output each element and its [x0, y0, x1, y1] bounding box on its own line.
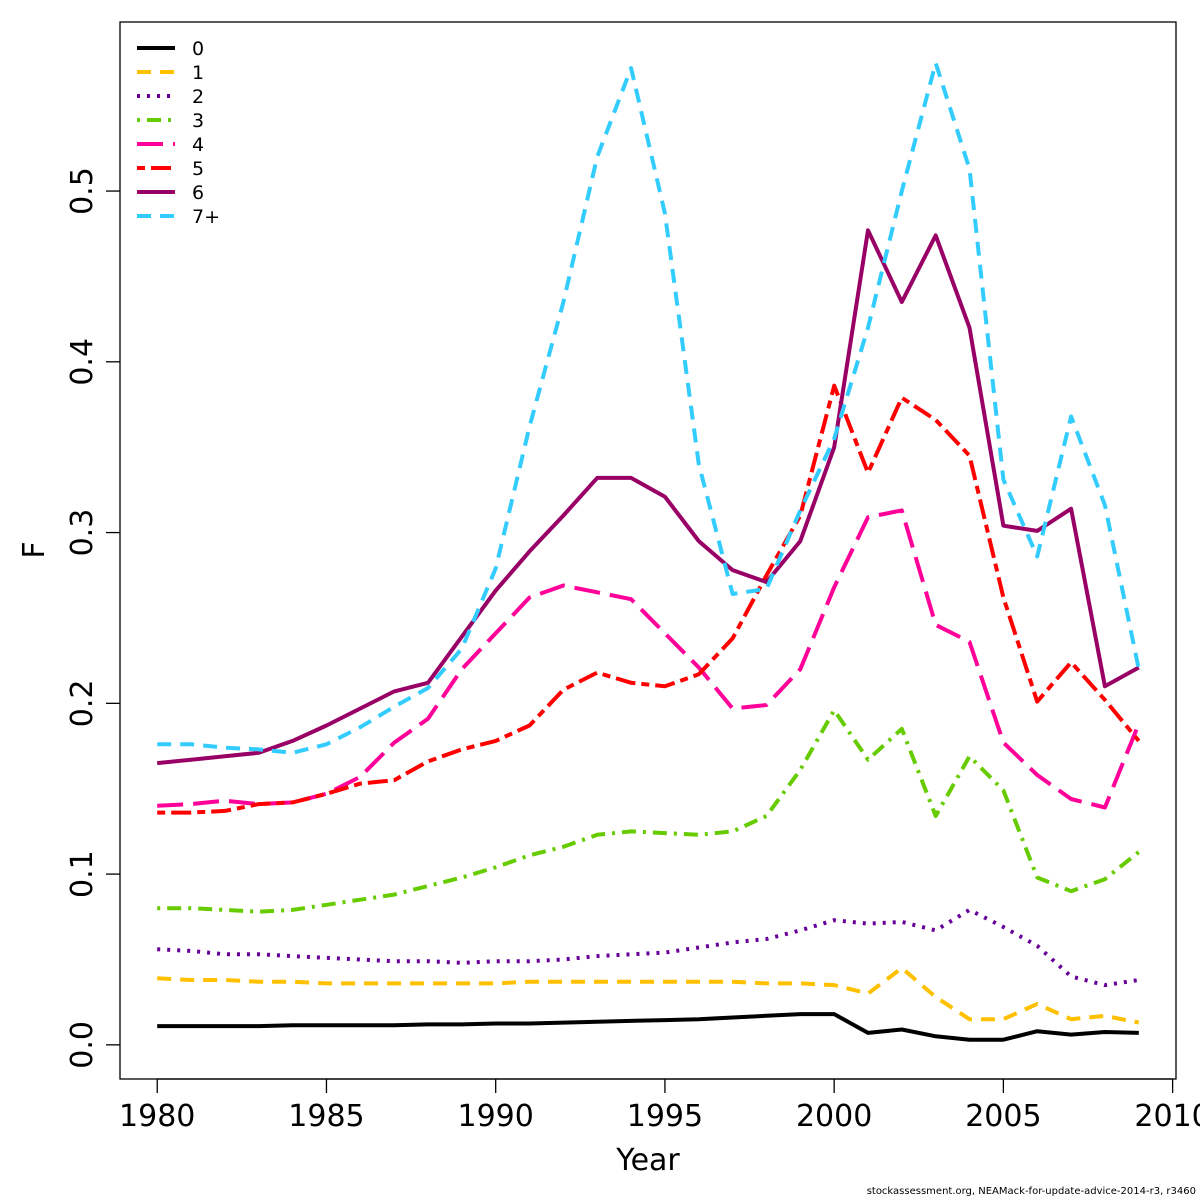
series-line-0: [157, 1012, 1139, 1042]
legend-label: 1: [192, 62, 204, 84]
series-layer: [157, 61, 1141, 1042]
y-tick-label: 0.1: [65, 850, 100, 898]
series-line-5: [157, 383, 1141, 815]
series-line-2: [157, 907, 1140, 988]
plot-frame: [119, 21, 1177, 1080]
series-line-7plus: [157, 61, 1141, 755]
legend-label: 6: [192, 182, 204, 204]
legend-label: 2: [192, 86, 204, 108]
x-tick-label: 1995: [627, 1099, 703, 1134]
series-line-6: [157, 228, 1140, 766]
legend-label: 4: [192, 134, 204, 156]
x-tick-label: 1980: [119, 1099, 195, 1134]
legend-label: 0: [192, 38, 204, 60]
legend-label: 3: [192, 110, 204, 132]
y-axis-title: F: [17, 541, 52, 558]
x-tick-label: 1985: [288, 1099, 364, 1134]
series-line-3: [157, 708, 1141, 914]
x-tick-label: 2005: [965, 1099, 1041, 1134]
x-tick-label: 2000: [796, 1099, 872, 1134]
series-line-1: [157, 966, 1140, 1025]
y-tick-label: 0.0: [65, 1021, 100, 1069]
x-tick-label: 1990: [458, 1099, 534, 1134]
y-axis: 0.0 0.1 0.2 0.3 0.4 0.5: [65, 167, 120, 1069]
y-tick-label: 0.5: [65, 167, 100, 215]
footer-note: stockassessment.org, NEAMack-for-update-…: [867, 1186, 1196, 1197]
y-tick-label: 0.4: [65, 338, 100, 386]
legend-label: 5: [192, 158, 204, 180]
y-tick-label: 0.3: [65, 509, 100, 557]
y-tick-label: 0.2: [65, 679, 100, 727]
legend-label: 7+: [192, 206, 220, 228]
x-axis-title: Year: [615, 1143, 680, 1178]
